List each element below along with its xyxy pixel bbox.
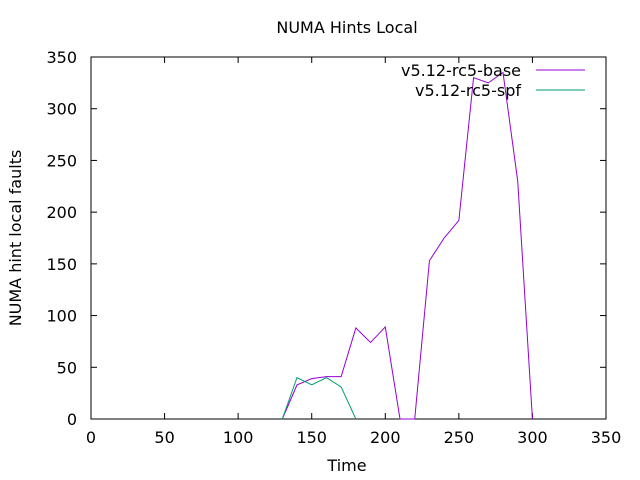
y-tick-label: 150 — [46, 255, 77, 274]
x-tick-label: 300 — [517, 428, 548, 447]
chart-title: NUMA Hints Local — [276, 18, 417, 37]
x-axis-ticks: 0 50 100 150 200 250 300 350 — [86, 57, 621, 447]
y-tick-label: 250 — [46, 151, 77, 170]
y-tick-label: 50 — [57, 358, 77, 377]
plot-border — [90, 56, 607, 420]
legend-label-0: v5.12-rc5-base — [401, 61, 521, 80]
x-tick-label: 250 — [444, 428, 475, 447]
x-tick-label: 50 — [154, 428, 174, 447]
x-tick-label: 200 — [370, 428, 401, 447]
y-tick-label: 100 — [46, 307, 77, 326]
y-axis-label: NUMA hint local faults — [6, 150, 25, 327]
x-axis-label: Time — [326, 456, 366, 475]
series-line-1 — [281, 376, 357, 420]
series-line-0 — [281, 71, 533, 420]
y-tick-label: 350 — [46, 48, 77, 67]
x-tick-label: 100 — [223, 428, 254, 447]
y-tick-label: 300 — [46, 100, 77, 119]
x-tick-label: 350 — [591, 428, 622, 447]
y-axis-ticks: 0 50 100 150 200 250 300 350 — [46, 48, 606, 429]
y-tick-label: 200 — [46, 203, 77, 222]
legend-label-1: v5.12-rc5-spf — [415, 81, 521, 100]
x-tick-label: 0 — [86, 428, 96, 447]
plot-frame — [90, 56, 607, 420]
y-tick-label: 0 — [67, 410, 77, 429]
x-tick-label: 150 — [296, 428, 327, 447]
series-lines — [281, 71, 533, 420]
